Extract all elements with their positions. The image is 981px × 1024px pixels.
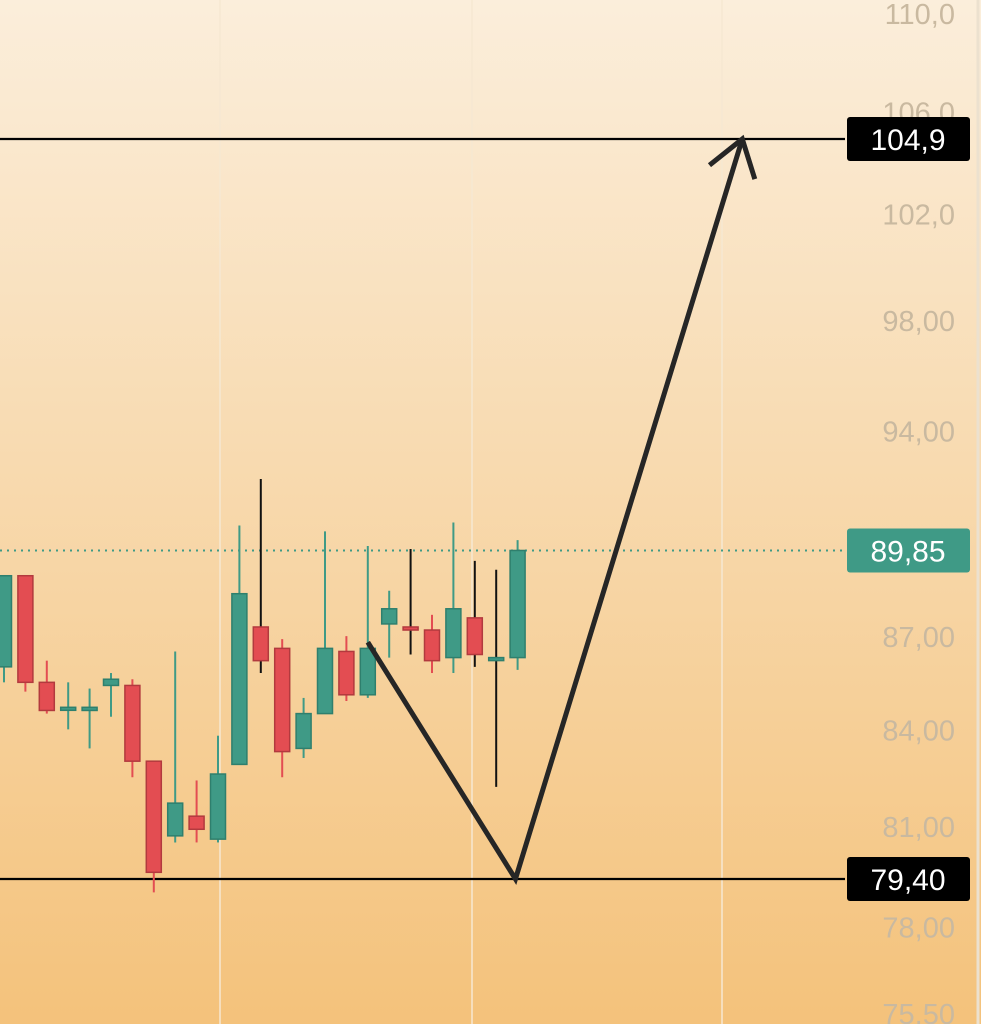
candle <box>231 525 248 766</box>
y-tick-label: 110,0 <box>885 0 955 31</box>
candle-body <box>145 760 163 874</box>
candle-body <box>466 617 484 656</box>
candle <box>17 574 34 692</box>
candle <box>81 688 98 749</box>
candle-body <box>380 608 398 625</box>
y-tick-label: 78,00 <box>882 912 955 944</box>
candle-body <box>188 815 205 831</box>
candle <box>166 651 184 843</box>
y-tick-label: 81,00 <box>882 812 955 844</box>
price-axis: 110,0106,0102,098,0094,0087,0084,0081,00… <box>882 0 955 1024</box>
price-tag-label: 79,40 <box>870 864 945 897</box>
candle <box>402 549 419 655</box>
candle <box>38 660 56 714</box>
candle-body <box>17 574 34 684</box>
price-tag-label: 89,85 <box>870 535 945 568</box>
candle-body <box>316 647 334 715</box>
candle-body <box>166 802 184 837</box>
candle-body <box>102 678 120 687</box>
candle-body <box>423 629 441 662</box>
y-tick-label: 102,0 <box>882 199 955 231</box>
candle <box>509 540 526 670</box>
price-tag: 79,40 <box>847 857 970 901</box>
candle <box>445 522 462 674</box>
y-tick-label: 75,50 <box>882 999 955 1024</box>
candle <box>273 639 291 778</box>
candle-body <box>209 773 227 840</box>
candle <box>102 673 120 717</box>
candle-body <box>59 706 77 712</box>
projection-arrowhead <box>707 134 758 180</box>
candle-body <box>38 681 56 712</box>
candle-body <box>252 626 270 662</box>
candle-body <box>338 650 355 696</box>
candle <box>295 697 312 758</box>
price-tag-box <box>847 857 970 901</box>
candle <box>316 531 334 715</box>
price-tag: 104,9 <box>847 117 970 161</box>
projection-line <box>365 138 745 885</box>
candle <box>0 574 13 683</box>
candle-body <box>359 647 377 696</box>
candle <box>252 478 270 674</box>
price-tag-label: 104,9 <box>870 124 945 157</box>
candle-body <box>124 684 141 762</box>
y-tick-label: 94,00 <box>882 417 955 449</box>
price-tag-box <box>847 528 970 573</box>
candle <box>359 546 377 698</box>
candle-body <box>81 706 98 712</box>
candle <box>338 636 355 702</box>
candle <box>423 614 441 674</box>
y-tick-label: 98,00 <box>882 306 955 338</box>
candle-body <box>509 549 526 659</box>
candle-body <box>295 712 312 750</box>
candles <box>0 478 526 893</box>
candle <box>209 735 227 843</box>
price-tag: 89,85 <box>847 528 970 573</box>
level-lines <box>0 137 845 881</box>
candle <box>380 590 398 658</box>
candle-body <box>445 608 462 659</box>
candle <box>59 682 77 730</box>
candle-body <box>231 592 248 766</box>
candle <box>145 760 163 893</box>
candle <box>188 780 205 843</box>
y-tick-label: 87,00 <box>882 622 955 654</box>
candle <box>124 679 141 778</box>
price-tag-box <box>847 117 970 161</box>
candle-body <box>402 626 419 631</box>
y-tick-label: 84,00 <box>882 715 955 747</box>
candle-body <box>0 574 13 668</box>
candle-body <box>273 647 291 753</box>
grid-lines <box>219 0 980 1024</box>
candle <box>466 560 484 667</box>
candle <box>487 569 505 787</box>
price-tags: 104,9 89,85 79,40 <box>847 117 970 901</box>
candle-body <box>487 656 505 662</box>
projection <box>365 134 758 885</box>
